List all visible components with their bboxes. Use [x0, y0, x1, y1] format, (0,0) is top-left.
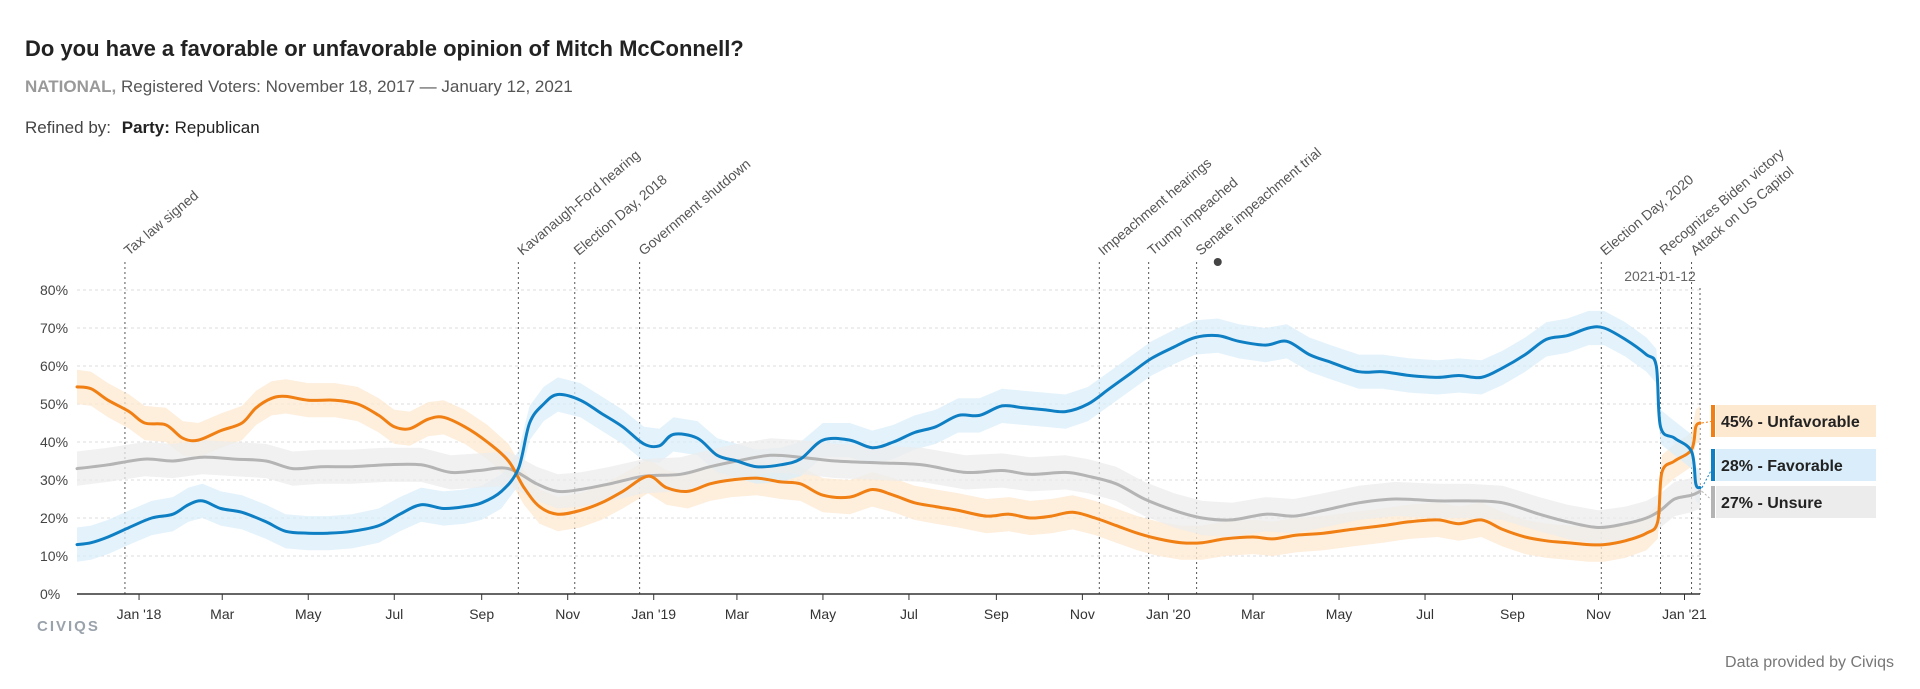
x-tick-label: Jan '18 — [117, 606, 162, 622]
x-tick-label: Jul — [1416, 606, 1434, 622]
series-line-favorable[interactable] — [75, 325, 1702, 547]
x-tick-label: Jul — [900, 606, 918, 622]
y-tick-label: 80% — [40, 282, 68, 298]
subtitle-text: Registered Voters: November 18, 2017 — J… — [121, 77, 573, 96]
y-tick-label: 50% — [40, 396, 68, 412]
end-label-bar-favorable — [1711, 449, 1715, 481]
band-unsure — [77, 438, 1700, 545]
y-tick-label: 10% — [40, 548, 68, 564]
end-label-bar-unfavorable — [1711, 405, 1715, 437]
y-tick-label: 60% — [40, 358, 68, 374]
end-label-box-favorable — [1716, 449, 1876, 481]
x-tick-label: May — [295, 606, 321, 622]
end-label-unsure: 27% - Unsure — [1721, 495, 1822, 512]
x-tick-label: Mar — [725, 606, 749, 622]
x-tick-label: Jan '19 — [631, 606, 676, 622]
x-tick-label: May — [810, 606, 836, 622]
band-unfavorable — [77, 369, 1700, 562]
x-tick-label: Sep — [984, 606, 1009, 622]
y-tick-label: 20% — [40, 510, 68, 526]
chart-title: Do you have a favorable or unfavorable o… — [25, 36, 744, 61]
x-tick-label: Nov — [1070, 606, 1095, 622]
scope-label[interactable]: NATIONAL, — [25, 77, 117, 96]
y-tick-label: 30% — [40, 472, 68, 488]
series-line-unfavorable[interactable] — [75, 385, 1702, 547]
end-date-label: 2021-01-12 — [1624, 268, 1696, 284]
series-line-unsure[interactable] — [75, 453, 1702, 530]
x-tick-label: Jan '20 — [1146, 606, 1191, 622]
event-label: Recognizes Biden victory — [1656, 145, 1787, 258]
x-tick-label: Mar — [210, 606, 234, 622]
refined-key[interactable]: Party: — [121, 118, 170, 137]
civiqs-logo: CIVIQS — [37, 618, 100, 635]
end-label-unfavorable: 45% - Unfavorable — [1721, 414, 1860, 431]
end-label-box-unsure — [1716, 486, 1876, 518]
x-tick-label: Sep — [1500, 606, 1525, 622]
x-tick-label: Mar — [1241, 606, 1265, 622]
refined-by: Refined by: Party: Republican — [25, 118, 260, 138]
x-tick-label: Nov — [555, 606, 580, 622]
event-marker[interactable] — [1213, 258, 1222, 266]
chart-subtitle: NATIONAL, Registered Voters: November 18… — [25, 77, 573, 97]
refined-value[interactable]: Republican — [174, 118, 260, 137]
y-tick-label: 40% — [40, 434, 68, 450]
end-label-favorable: 28% - Favorable — [1721, 458, 1843, 475]
event-label: Tax law signed — [121, 187, 202, 258]
x-tick-label: Sep — [469, 606, 494, 622]
x-tick-label: Nov — [1586, 606, 1611, 622]
band-favorable — [77, 310, 1700, 562]
y-tick-label: 0% — [40, 586, 60, 602]
x-tick-label: Jul — [385, 606, 403, 622]
x-tick-label: Jan '21 — [1662, 606, 1707, 622]
event-label: Government shutdown — [635, 155, 753, 258]
end-label-bar-unsure — [1711, 486, 1715, 518]
data-credit[interactable]: Data provided by Civiqs — [1725, 654, 1894, 671]
refined-label: Refined by: — [25, 118, 111, 137]
y-tick-label: 70% — [40, 320, 68, 336]
end-label-box-unfavorable — [1716, 405, 1876, 437]
x-tick-label: May — [1326, 606, 1352, 622]
